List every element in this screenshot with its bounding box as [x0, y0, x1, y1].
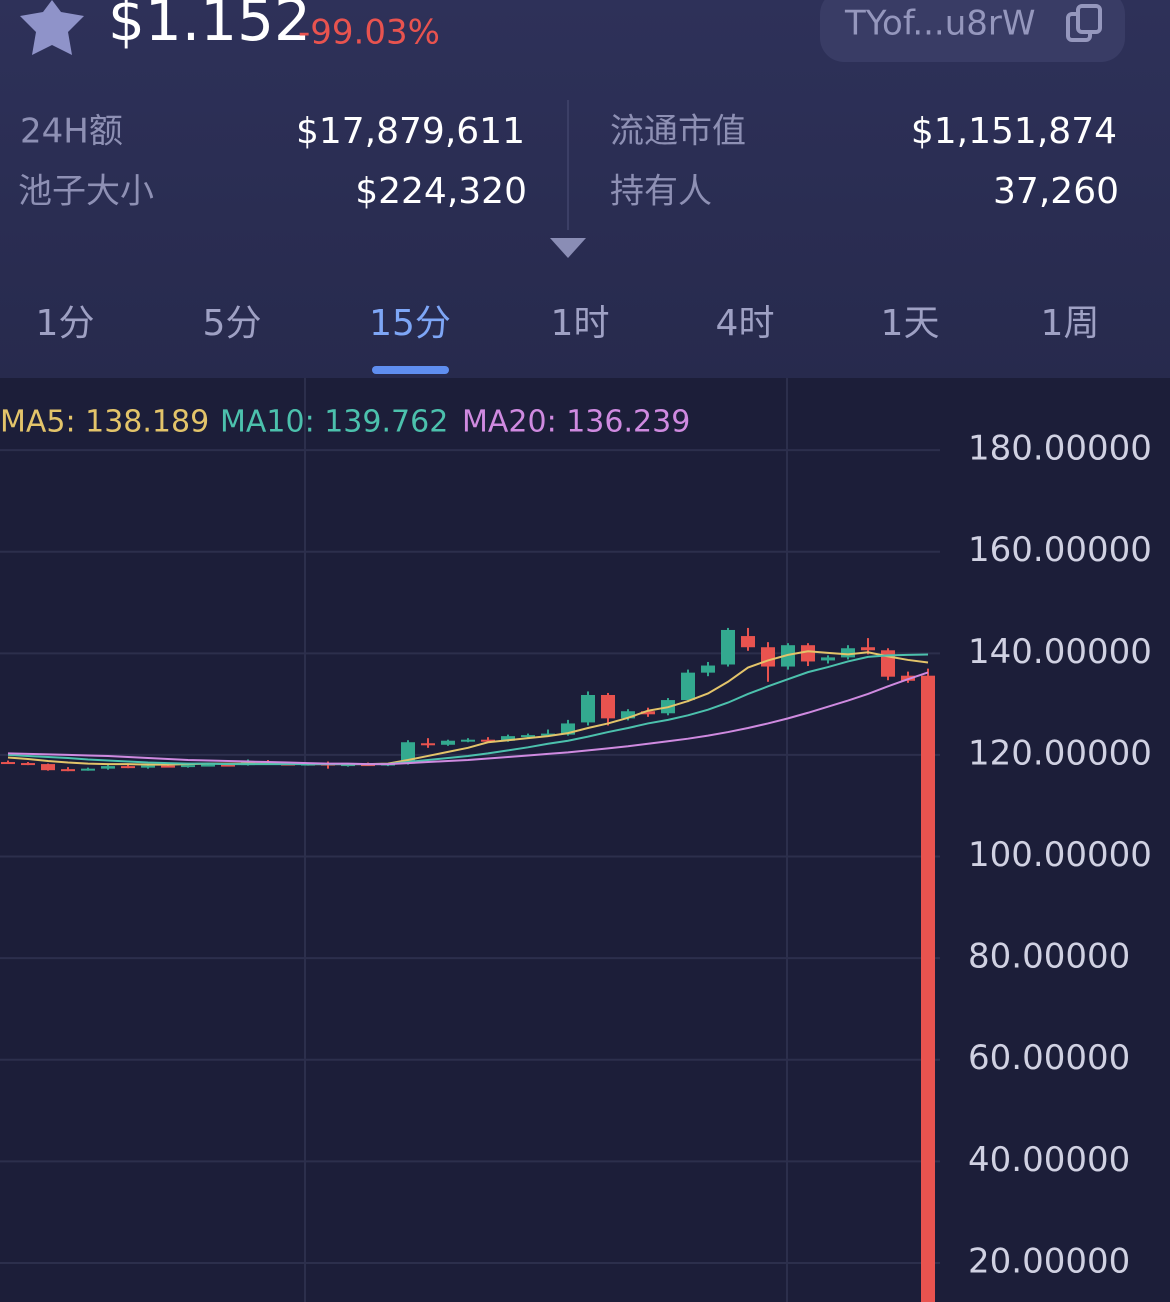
candle-body [41, 764, 55, 771]
candle-body [481, 739, 495, 742]
y-tick-label: 100.00000 [968, 835, 1152, 875]
price-change: -99.03% [298, 13, 440, 53]
stat-label: 持有人 [610, 172, 712, 212]
tab[interactable]: 5分 [203, 303, 262, 344]
stat-value: 37,260 [993, 171, 1119, 212]
legend-entry: MA5: 138.189 [0, 405, 209, 440]
address: TYof...u8rW [844, 4, 1036, 44]
candle-body [761, 647, 775, 667]
ma-line [7, 650, 929, 766]
tab[interactable]: 1时 [551, 303, 610, 344]
tab[interactable]: 1天 [881, 303, 940, 344]
tab[interactable]: 1周 [1041, 303, 1100, 344]
y-tick-label: 120.00000 [968, 733, 1152, 773]
ma-line [7, 653, 929, 766]
stats: 24H额 $17,879,611 流通市值 $1,151,874 池子大小 $224,32… [18, 111, 1119, 212]
candle-body [841, 648, 855, 658]
favorite-star[interactable] [20, 0, 84, 55]
stat-value: $1,151,874 [911, 111, 1117, 152]
stat-label: 24H额 [20, 112, 123, 152]
address-pill[interactable] [820, 0, 1125, 62]
legend-entry: MA10: 139.762 [220, 405, 448, 440]
candle-body [81, 768, 95, 771]
candle-body [541, 733, 555, 736]
tab[interactable]: 15分 [369, 303, 451, 344]
y-tick-label: 40.00000 [968, 1140, 1130, 1180]
candle-body [201, 764, 215, 767]
candle-body [641, 711, 655, 715]
copy-icon-front [1076, 4, 1102, 34]
ma-line [7, 671, 929, 766]
expand-arrow[interactable] [550, 238, 586, 258]
stat-value: $17,879,611 [296, 111, 525, 152]
y-tick-label: 80.00000 [968, 937, 1130, 977]
candle-body [1, 762, 15, 765]
candle-body [681, 672, 695, 701]
candle-body [741, 636, 755, 648]
candle-body [421, 743, 435, 746]
candle-body [161, 765, 175, 768]
y-tick-label: 20.00000 [968, 1241, 1130, 1281]
candle-body [601, 694, 615, 719]
candle-body [921, 675, 935, 1302]
tab-underline [372, 366, 449, 374]
candle-body [461, 739, 475, 742]
price: $1.152 [108, 0, 311, 54]
timeframe-tabs: 1分 5分 15分 1时 4时 1天 1周 [36, 303, 1100, 374]
stat-label: 流通市值 [610, 112, 746, 152]
candle-body [701, 665, 715, 673]
header-bg [0, 0, 1170, 378]
y-tick-label: 180.00000 [968, 429, 1152, 469]
candle-body [121, 766, 135, 769]
chart-bg [0, 378, 1170, 1302]
y-axis: 20.00000 40.00000 60.00000 80.00000 100.0000… [968, 429, 1152, 1282]
candle-body [801, 645, 815, 662]
legend-entry: MA20: 136.239 [462, 405, 690, 440]
y-tick-label: 160.00000 [968, 530, 1152, 570]
stat-label: 池子大小 [18, 172, 154, 212]
candle-body [441, 740, 455, 745]
candle-body [221, 764, 235, 767]
candle-body [501, 736, 515, 741]
candle-body [181, 765, 195, 768]
legend: MA5: 138.189 MA10: 139.762 MA20: 136.239 [0, 405, 690, 440]
copy-icon[interactable] [1066, 4, 1102, 42]
candle-body [821, 657, 835, 661]
candle-body [141, 765, 155, 768]
candle-body [861, 647, 875, 651]
plot [1, 627, 935, 1302]
candle-body [521, 735, 535, 738]
tab[interactable]: 1分 [36, 303, 95, 344]
candle-body [721, 629, 735, 665]
y-tick-label: 60.00000 [968, 1038, 1130, 1078]
y-tick-label: 140.00000 [968, 632, 1152, 672]
candle-body [21, 763, 35, 766]
candle-body [101, 766, 115, 769]
stat-value: $224,320 [355, 171, 527, 212]
candle-body [581, 694, 595, 723]
candle-body [621, 711, 635, 719]
candle-body [401, 742, 415, 764]
candle-body [61, 769, 75, 772]
tab[interactable]: 4时 [716, 303, 775, 344]
candle-body [561, 723, 575, 735]
